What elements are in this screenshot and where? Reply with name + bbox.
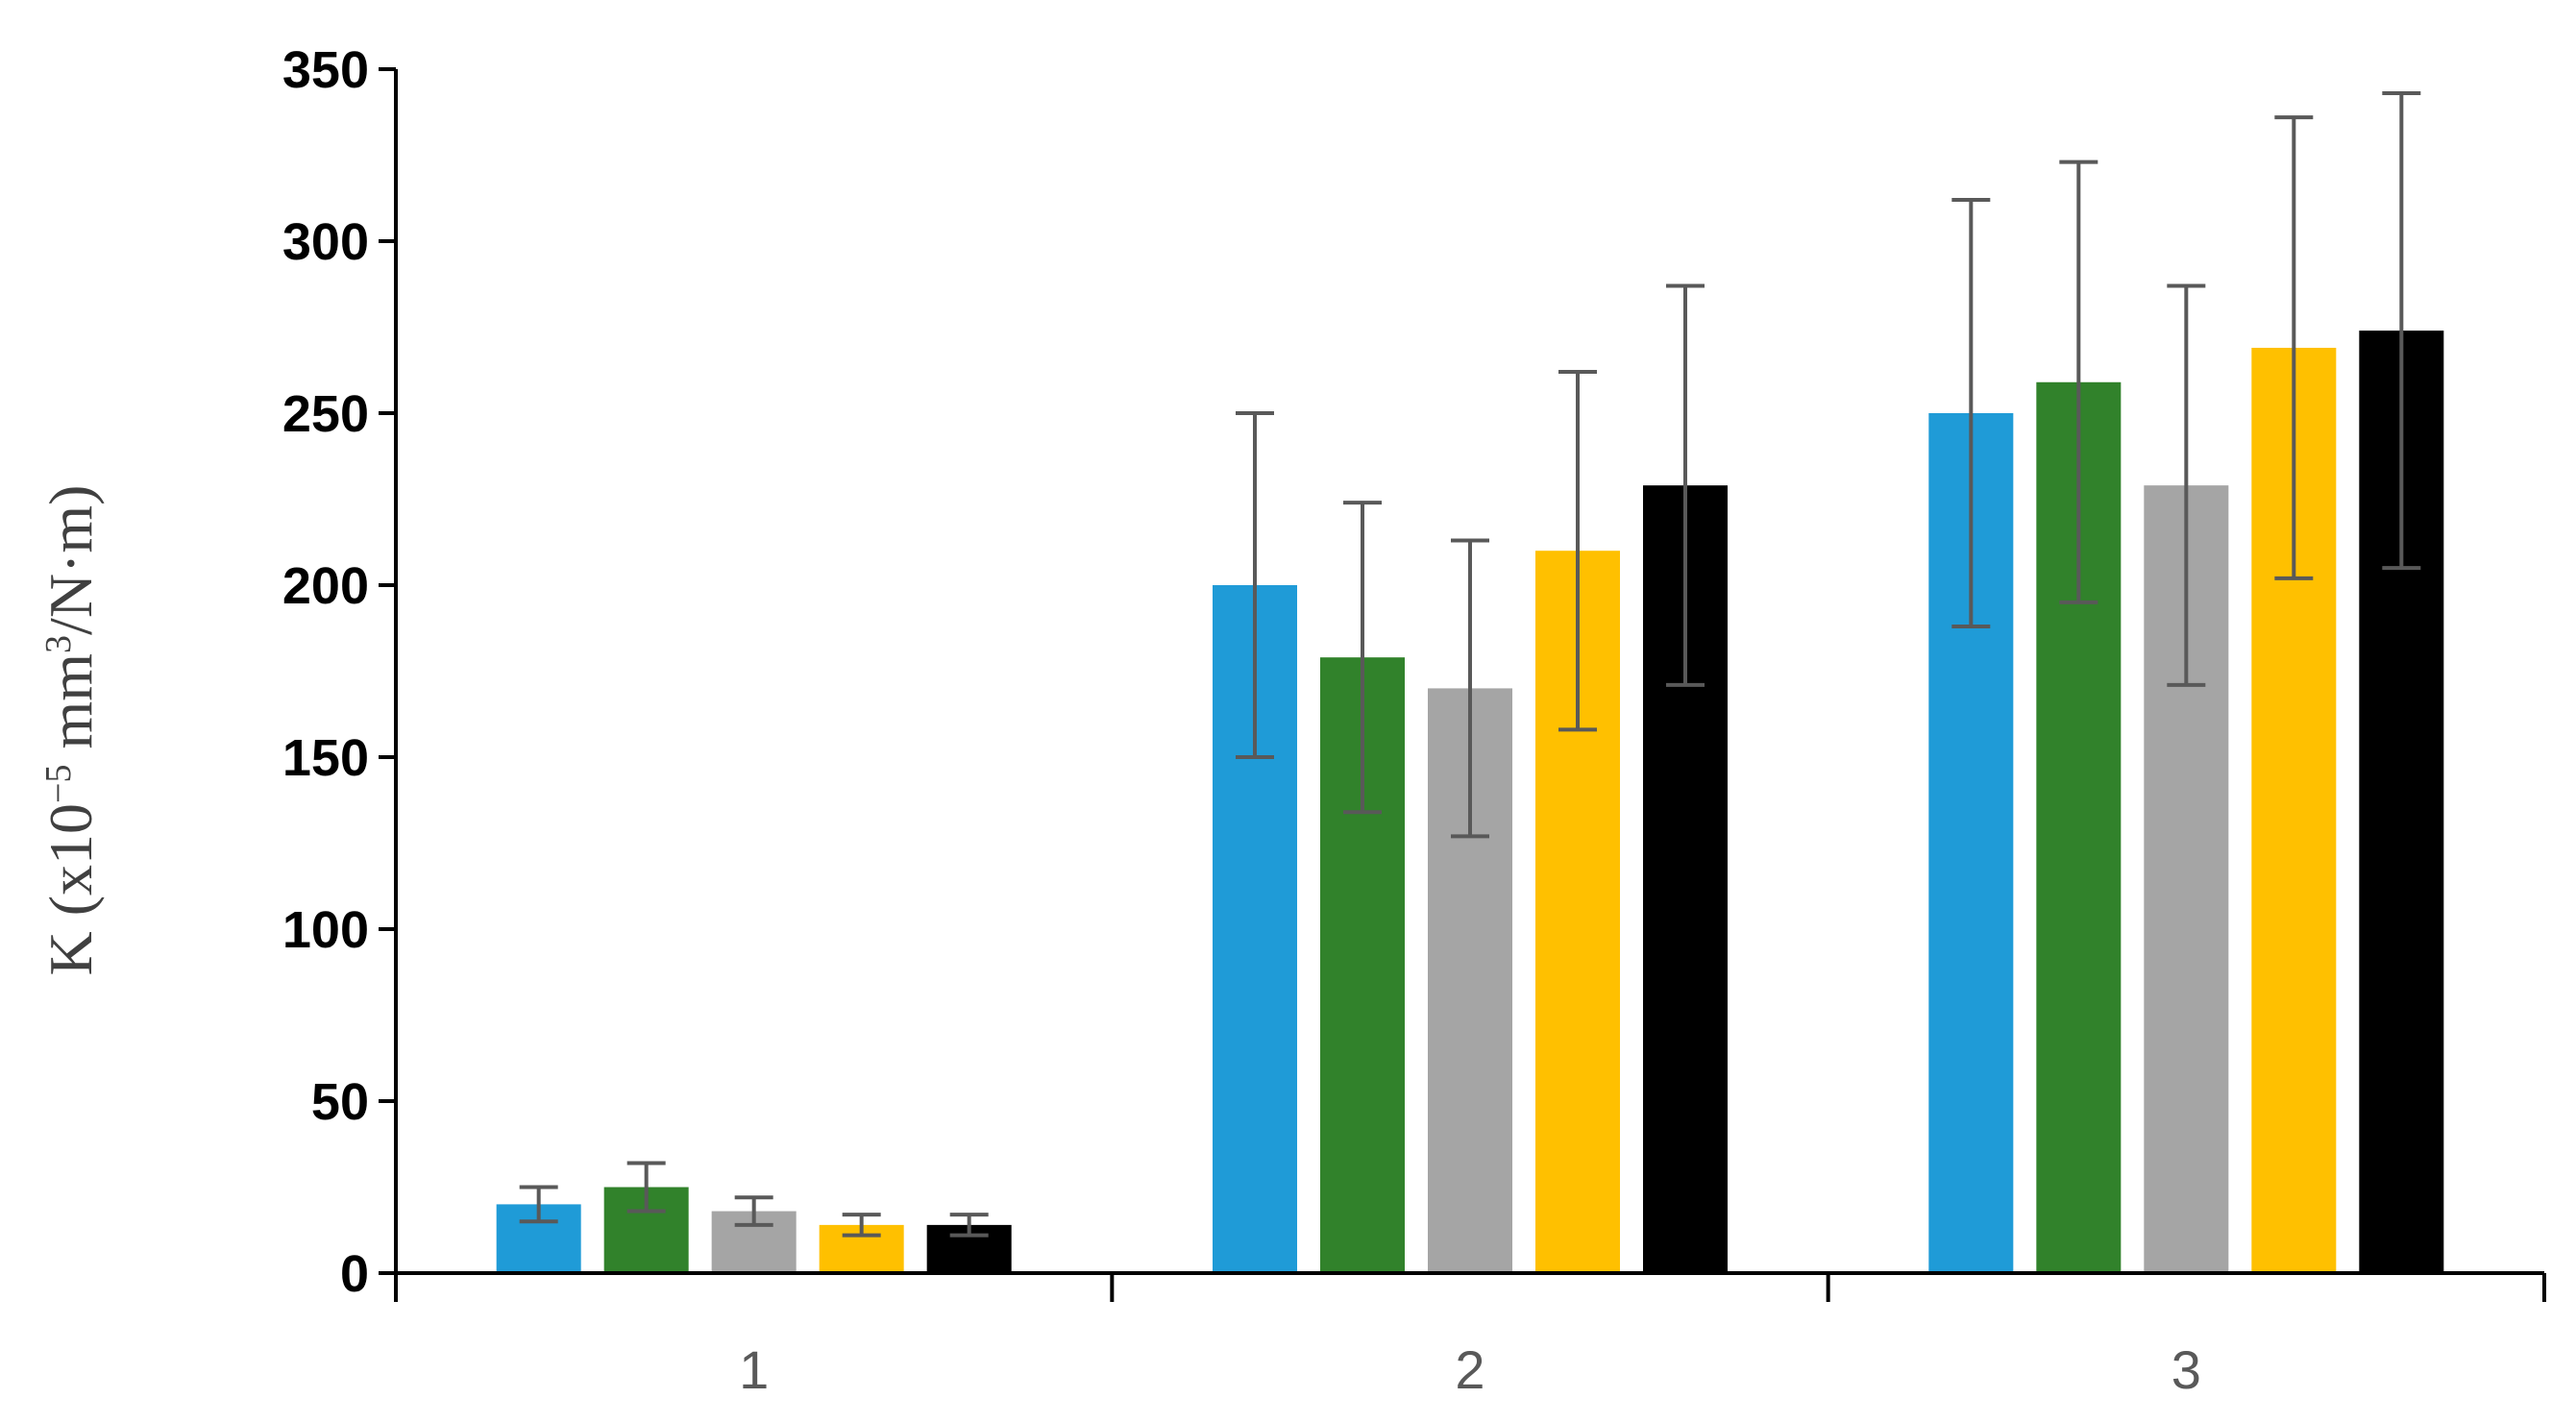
y-tick-label-0: 0 [340, 1245, 369, 1303]
error-bar-cat2-series3 [1451, 538, 1489, 839]
error-bar-cat1-series4 [842, 1213, 881, 1238]
error-bar-cat3-series1 [1951, 198, 1991, 628]
y-axis-label-exponent: −5 [38, 765, 79, 803]
x-tick-label-1: 1 [739, 1339, 769, 1400]
svg-text:K (x10−5 mm3/N·m): K (x10−5 mm3/N·m) [37, 485, 105, 976]
x-tick-label-2: 2 [1455, 1339, 1484, 1400]
error-bar-cat3-series5 [2382, 91, 2421, 571]
error-bar-cat1-series3 [734, 1195, 773, 1227]
error-bar-cat1-series1 [519, 1185, 558, 1224]
error-bar-cat3-series2 [2059, 159, 2098, 604]
y-tick-label-350: 350 [282, 41, 369, 99]
y-axis-label: K (x10−5 mm3/N·m) [37, 485, 105, 976]
error-bar-cat3-series4 [2274, 115, 2314, 580]
y-tick-label-100: 100 [282, 901, 369, 959]
y-tick-label-300: 300 [282, 213, 369, 271]
y-axis-label-unit-exponent: 3 [38, 635, 79, 653]
y-tick-label-250: 250 [282, 385, 369, 443]
error-bar-cat1-series2 [626, 1161, 666, 1214]
y-tick-label-50: 50 [311, 1073, 369, 1131]
y-tick-label-150: 150 [282, 729, 369, 787]
error-bar-cat1-series5 [949, 1213, 989, 1238]
tick-labels-layer: 0 50 100 150 200 250 300 350 1 2 3 [282, 41, 2201, 1400]
x-tick-label-3: 3 [2171, 1339, 2201, 1400]
bars-layer [496, 331, 2444, 1274]
error-bar-cat2-series4 [1558, 370, 1597, 732]
error-bar-cat3-series3 [2167, 283, 2206, 687]
y-tick-label-200: 200 [282, 557, 369, 615]
y-axis-label-prefix: K (x10 [37, 803, 105, 976]
error-bar-cat2-series2 [1343, 501, 1382, 815]
y-axis-label-suffix: /N·m) [37, 485, 105, 635]
error-bar-cat2-series1 [1236, 411, 1274, 759]
error-bar-cat2-series5 [1666, 283, 1705, 687]
error-bars-layer [519, 91, 2421, 1238]
axes-layer [379, 67, 2546, 1302]
y-axis-label-unit: mm [37, 653, 105, 765]
